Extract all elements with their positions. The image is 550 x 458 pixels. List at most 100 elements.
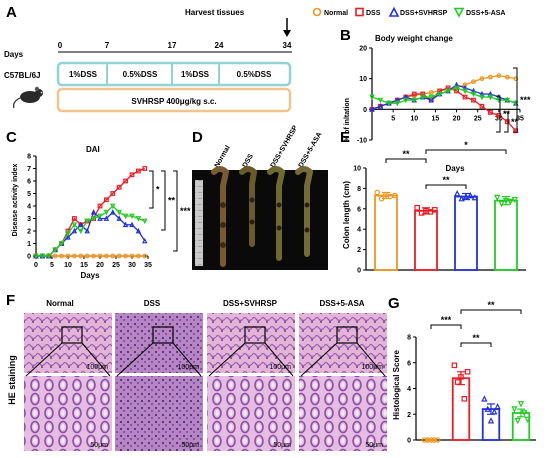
histology-image-zoom [24,376,112,451]
data-point [123,178,129,184]
zoom-line [300,342,338,377]
colon-sample-normal [211,166,230,267]
histology-image-zoom [299,376,387,451]
data-point [142,166,148,171]
panel-label-c: C [6,129,17,146]
data-point [414,204,421,211]
histology-title: DSS+5-ASA [319,299,364,308]
panel-d: D Normal DSS DSS+SVHRSP DSS+5-ASA [192,124,328,270]
panel-label-d: D [192,129,203,146]
x-axis-label: Days [445,164,465,173]
legend-marker-square [355,7,364,17]
data-point [59,253,64,259]
data-point [494,194,501,202]
data-point [97,203,103,209]
day-tick-7: 7 [105,41,110,50]
data-point [470,91,477,98]
data-point [52,253,58,259]
data-point [454,189,461,197]
x-tick-label: 30 [128,262,136,269]
data-point [496,113,502,118]
y-tick-label: 6 [357,206,361,213]
data-point [479,103,485,109]
data-point [428,96,434,103]
data-point [84,218,90,225]
significance-bracket [425,149,507,154]
x-tick-label: 0 [34,262,38,269]
significance-bracket [425,184,467,189]
panel-label-f: F [6,292,15,309]
data-point [97,215,103,221]
data-point [428,94,434,101]
data-point [458,374,464,380]
data-point [71,253,77,259]
data-point [110,203,116,210]
data-point [135,227,142,234]
data-point [39,253,46,260]
data-point [136,168,141,174]
photo-label: DSS+5-ASA [298,131,324,169]
data-point [394,100,401,107]
x-tick-label: 20 [453,115,461,122]
data-point [110,253,116,259]
legend-label: DSS+SVHRSP [400,10,448,17]
data-point [374,189,381,196]
significance-bracket [496,95,501,133]
scale-bar-label: 50μm [181,442,199,449]
dss-phase-box [56,61,292,87]
scale-bar-label: 50μm [90,442,108,449]
zoom-box [336,326,358,344]
data-point [504,97,511,104]
strain-label: C57BL/6J [4,71,40,80]
data-point [116,209,122,216]
data-point [479,94,485,101]
histology-image-zoom [207,376,295,451]
data-point [496,73,502,78]
photo-label: Normal [214,145,232,169]
data-point [411,91,417,97]
x-tick-label: 25 [112,262,120,269]
data-point [462,94,468,100]
data-point [383,191,389,198]
chart-body-weight: B Body weight change % of inltation Days… [340,27,531,173]
ruler [195,180,203,266]
data-point [514,417,521,425]
data-point [122,221,129,228]
legend-marker-circle [312,7,322,17]
data-point [65,253,71,259]
bar [414,209,438,271]
significance-bracket [149,170,154,209]
significance-bracket [460,309,522,314]
significance-label: ** [168,196,176,206]
data-point [462,88,468,95]
data-point [52,247,58,253]
x-tick-label: 35 [516,115,524,122]
y-axis-label: Disease activity index [12,164,19,237]
chart-title: Body weight change [375,34,453,43]
data-point [377,103,384,109]
data-point [110,191,116,196]
data-point [491,408,498,415]
y-tick-label: 7 [27,166,31,173]
data-point [122,213,129,220]
significance-label: ** [511,117,519,127]
phase-label: 0.5%DSS [123,70,158,79]
data-point [419,94,426,101]
y-tick-label: 4 [27,204,31,211]
data-point [84,253,90,259]
zoom-line [116,342,154,377]
data-point [462,193,470,200]
data-point [504,119,510,125]
zoom-box [244,326,266,344]
data-point [123,253,128,259]
y-tick-label: 6 [27,179,31,186]
mouse-icon [13,86,43,109]
series-line-3 [36,205,146,257]
zoom-line [208,342,246,377]
zoom-line [264,342,294,377]
significance-label: ** [503,109,511,119]
y-tick-label: 1 [27,241,31,248]
x-tick-label: 10 [64,262,72,269]
